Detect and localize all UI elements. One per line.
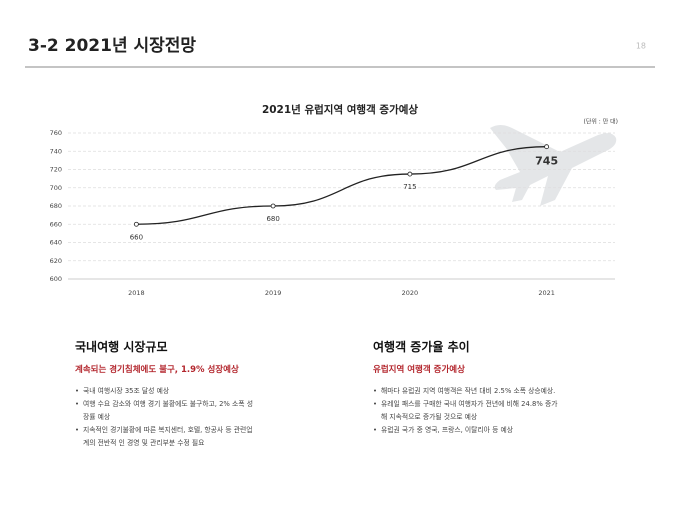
data-label: 745 (535, 155, 558, 168)
data-point (544, 144, 550, 150)
bullet-line: 유레일 패스를 구매한 국내 여행자가 전년에 비해 24.8% 증가 (381, 400, 558, 408)
bullet-item: 해마다 유럽권 지역 여행객은 작년 대비 2.5% 소폭 상승예상. (373, 385, 623, 398)
section-heading: 여행객 증가율 추이 (373, 340, 470, 354)
y-tick-label: 660 (50, 220, 62, 228)
airplane-icon (490, 125, 617, 206)
bullet-list: 해마다 유럽권 지역 여행객은 작년 대비 2.5% 소폭 상승예상. 유레일 패… (373, 385, 623, 437)
y-tick-label: 760 (50, 129, 62, 137)
y-tick-label: 740 (50, 147, 62, 155)
y-tick-label: 720 (50, 166, 62, 174)
section-subheading: 유럽지역 여행객 증가예상 (373, 365, 465, 375)
y-tick-label: 620 (50, 257, 62, 265)
x-tick-label: 2019 (265, 289, 282, 297)
bullet-item: 유럽권 국가 중 영국, 프랑스, 이탈리아 등 예상 (373, 424, 623, 437)
y-tick-label: 640 (50, 239, 62, 247)
chart-title: 2021년 유럽지역 여행객 증가예상 (262, 103, 418, 116)
bullet-line: 유럽권 국가 중 영국, 프랑스, 이탈리아 등 예상 (381, 426, 514, 434)
bullet-line: 장률 예상 (83, 413, 111, 421)
data-label: 715 (403, 183, 416, 191)
bullet-item: 여행 수요 감소와 여행 경기 불황에도 불구하고, 2% 소폭 성장률 예상 (75, 398, 325, 424)
bullet-line: 계의 전반적 인 경영 및 관리부분 수정 필요 (83, 439, 205, 447)
bullet-item: 국내 여행시장 35조 달성 예상 (75, 385, 325, 398)
data-line (136, 146, 547, 225)
page-number: 18 (636, 42, 646, 51)
x-tick-label: 2018 (128, 289, 145, 297)
bullet-line: 해 지속적으로 증가될 것으로 예상 (381, 413, 478, 421)
bullet-line: 여행 수요 감소와 여행 경기 불황에도 불구하고, 2% 소폭 성 (83, 400, 253, 408)
data-label: 680 (266, 215, 279, 223)
y-tick-label: 600 (50, 275, 62, 283)
data-label: 660 (130, 233, 143, 241)
x-tick-label: 2020 (402, 289, 419, 297)
slide-title: 3-2 2021년 시장전망 (28, 36, 196, 56)
data-point (270, 203, 276, 209)
bullet-list: 국내 여행시장 35조 달성 예상여행 수요 감소와 여행 경기 불황에도 불구… (75, 385, 325, 450)
y-tick-label: 680 (50, 202, 62, 210)
section-subheading: 계속되는 경기침체에도 불구, 1.9% 성장예상 (75, 365, 239, 375)
data-point (133, 221, 139, 227)
data-point (407, 171, 413, 177)
bullet-item: 유레일 패스를 구매한 국내 여행자가 전년에 비해 24.8% 증가해 지속적… (373, 398, 623, 424)
section-heading: 국내여행 시장규모 (75, 340, 168, 354)
unit-label: (단위 : 만 대) (583, 118, 618, 126)
y-tick-label: 700 (50, 184, 62, 192)
x-tick-label: 2021 (538, 289, 555, 297)
bullet-line: 지속적인 경기불황에 따른 복지센터, 호텔, 항공사 등 관련업 (83, 426, 253, 434)
bullet-line: 해마다 유럽권 지역 여행객은 작년 대비 2.5% 소폭 상승예상. (381, 387, 556, 395)
bullet-line: 국내 여행시장 35조 달성 예상 (83, 387, 170, 395)
